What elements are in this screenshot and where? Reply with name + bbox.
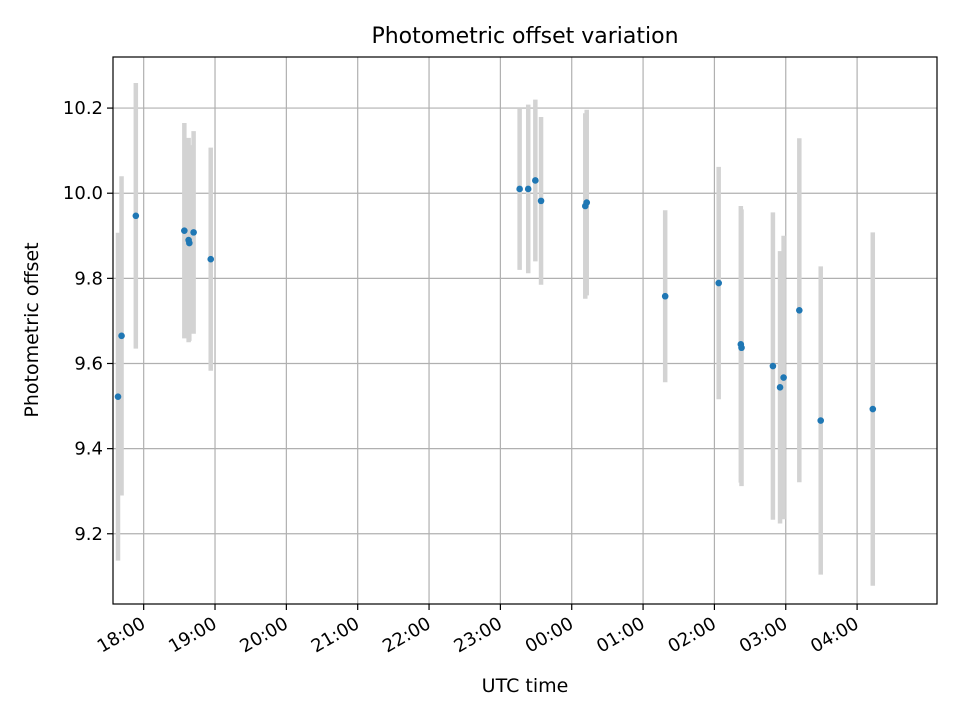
y-axis: 9.2 9.4 9.6 9.8 10.0 10.2 [63, 98, 113, 545]
data-point [118, 332, 125, 340]
y-tick-label: 9.4 [74, 439, 103, 460]
data-point [114, 393, 122, 400]
data-point [738, 344, 745, 352]
data-point [516, 185, 523, 193]
data-point [181, 227, 188, 234]
y-tick-label: 9.8 [74, 268, 103, 289]
data-point [537, 197, 545, 205]
data-point [817, 417, 825, 424]
plot-frame [112, 56, 938, 605]
data-point [661, 292, 669, 300]
data-point [796, 306, 803, 314]
y-tick-label: 10.2 [63, 98, 103, 119]
chart-title: Photometric offset variation [371, 24, 678, 49]
data-point [769, 362, 777, 370]
data-point [776, 384, 784, 391]
y-tick-label: 9.6 [74, 353, 103, 374]
data-points [114, 177, 877, 424]
data-point [869, 405, 877, 413]
y-tick-label: 10.0 [63, 183, 103, 204]
data-point [207, 255, 215, 263]
data-point [532, 177, 539, 184]
data-point [190, 229, 197, 236]
data-point [132, 212, 140, 220]
y-tick-label: 9.2 [74, 524, 103, 545]
data-point [583, 199, 591, 206]
data-point [780, 374, 787, 381]
y-axis-label: Photometric offset [21, 242, 43, 417]
x-axis-label: UTC time [482, 675, 569, 697]
data-point [524, 185, 532, 193]
data-point [715, 279, 722, 287]
data-point [186, 239, 193, 247]
